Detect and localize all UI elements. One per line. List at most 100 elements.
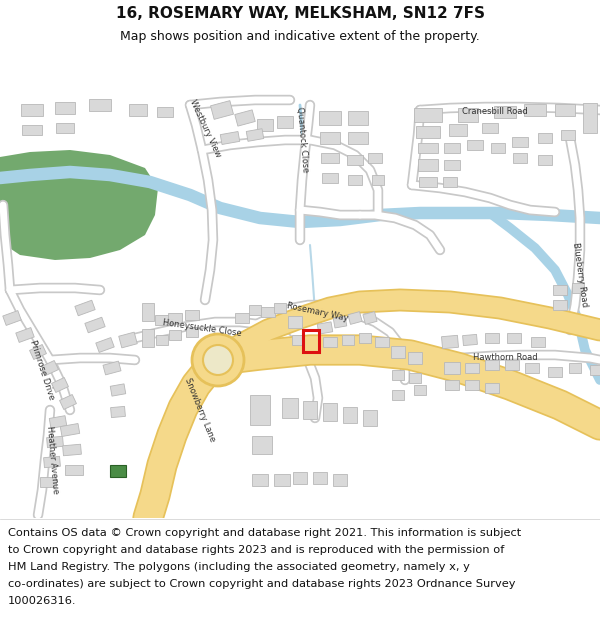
Bar	[89, 99, 111, 111]
Bar	[347, 155, 363, 165]
Bar	[505, 360, 519, 370]
Bar	[555, 104, 575, 116]
Bar	[512, 137, 528, 147]
Bar	[186, 327, 198, 337]
Bar	[44, 456, 61, 468]
Bar	[40, 477, 56, 487]
Bar	[524, 104, 546, 116]
Bar	[443, 177, 457, 187]
Bar	[458, 108, 478, 122]
Bar	[572, 283, 584, 293]
Text: to Crown copyright and database rights 2023 and is reproduced with the permissio: to Crown copyright and database rights 2…	[8, 545, 505, 555]
Bar	[445, 380, 459, 390]
Bar	[156, 335, 168, 345]
Text: Cranesbill Road: Cranesbill Road	[462, 107, 528, 116]
Bar	[56, 123, 74, 133]
Bar	[320, 132, 340, 144]
Bar	[319, 111, 341, 125]
Bar	[368, 153, 382, 163]
Bar	[583, 103, 597, 133]
Bar	[282, 398, 298, 418]
Bar	[463, 334, 478, 346]
Bar	[372, 175, 384, 185]
Circle shape	[203, 345, 233, 375]
Text: Primrose Drive: Primrose Drive	[28, 339, 56, 401]
Bar	[548, 367, 562, 377]
Bar	[169, 330, 181, 340]
Bar	[59, 394, 76, 409]
Bar	[246, 129, 264, 141]
Bar	[55, 102, 75, 114]
Bar	[168, 313, 182, 323]
Bar	[590, 365, 600, 375]
Text: co-ordinates) are subject to Crown copyright and database rights 2023 Ordnance S: co-ordinates) are subject to Crown copyr…	[8, 579, 515, 589]
Bar	[444, 143, 460, 153]
Bar	[342, 335, 354, 345]
Bar	[52, 378, 68, 392]
Bar	[119, 332, 137, 348]
Bar	[274, 303, 286, 313]
Bar	[419, 177, 437, 187]
Bar	[250, 395, 270, 425]
Bar	[442, 336, 458, 349]
Bar	[142, 303, 154, 321]
Bar	[416, 126, 440, 138]
Bar	[409, 373, 421, 383]
Bar	[444, 362, 460, 374]
Bar	[60, 424, 80, 436]
Bar	[274, 474, 290, 486]
Bar	[485, 360, 499, 370]
Text: Snowberry Lane: Snowberry Lane	[183, 377, 217, 443]
Bar	[288, 316, 302, 328]
Bar	[75, 300, 95, 316]
Bar	[418, 143, 438, 153]
Bar	[531, 337, 545, 347]
Bar	[49, 416, 67, 428]
Bar	[220, 131, 240, 144]
Bar	[110, 406, 125, 418]
Bar	[257, 119, 273, 131]
Bar	[317, 322, 333, 334]
Bar	[414, 108, 442, 122]
Bar	[261, 307, 275, 317]
Bar	[235, 313, 249, 323]
Bar	[321, 153, 339, 163]
Bar	[465, 380, 479, 390]
Bar	[157, 107, 173, 117]
Bar	[62, 444, 82, 456]
Bar	[561, 130, 575, 140]
Bar	[363, 312, 377, 324]
Bar	[303, 330, 319, 352]
Text: 100026316.: 100026316.	[8, 596, 77, 606]
Bar	[391, 346, 405, 358]
Bar	[235, 110, 255, 126]
Bar	[185, 310, 199, 320]
Bar	[16, 328, 34, 342]
Text: Heather Avenue: Heather Avenue	[44, 426, 59, 494]
Bar	[418, 159, 438, 171]
Text: Rosemary Way: Rosemary Way	[286, 301, 350, 323]
Bar	[252, 474, 268, 486]
Bar	[22, 125, 42, 135]
Bar	[3, 311, 21, 326]
Bar	[482, 123, 498, 133]
Polygon shape	[0, 150, 158, 260]
Bar	[313, 472, 327, 484]
Bar	[414, 385, 426, 395]
Bar	[553, 300, 567, 310]
Bar	[348, 111, 368, 125]
Bar	[65, 465, 83, 475]
Text: 16, ROSEMARY WAY, MELKSHAM, SN12 7FS: 16, ROSEMARY WAY, MELKSHAM, SN12 7FS	[115, 6, 485, 21]
Text: Contains OS data © Crown copyright and database right 2021. This information is : Contains OS data © Crown copyright and d…	[8, 528, 521, 538]
Bar	[375, 337, 389, 347]
Bar	[21, 104, 43, 116]
Text: Hawthorn Road: Hawthorn Road	[473, 354, 538, 362]
Bar	[277, 116, 293, 128]
Bar	[85, 318, 105, 332]
Bar	[569, 363, 581, 373]
Bar	[29, 344, 46, 359]
Text: Map shows position and indicative extent of the property.: Map shows position and indicative extent…	[120, 30, 480, 43]
Text: Quantock Close: Quantock Close	[295, 107, 310, 173]
Bar	[363, 410, 377, 426]
Text: Blueberry Road: Blueberry Road	[571, 242, 589, 308]
